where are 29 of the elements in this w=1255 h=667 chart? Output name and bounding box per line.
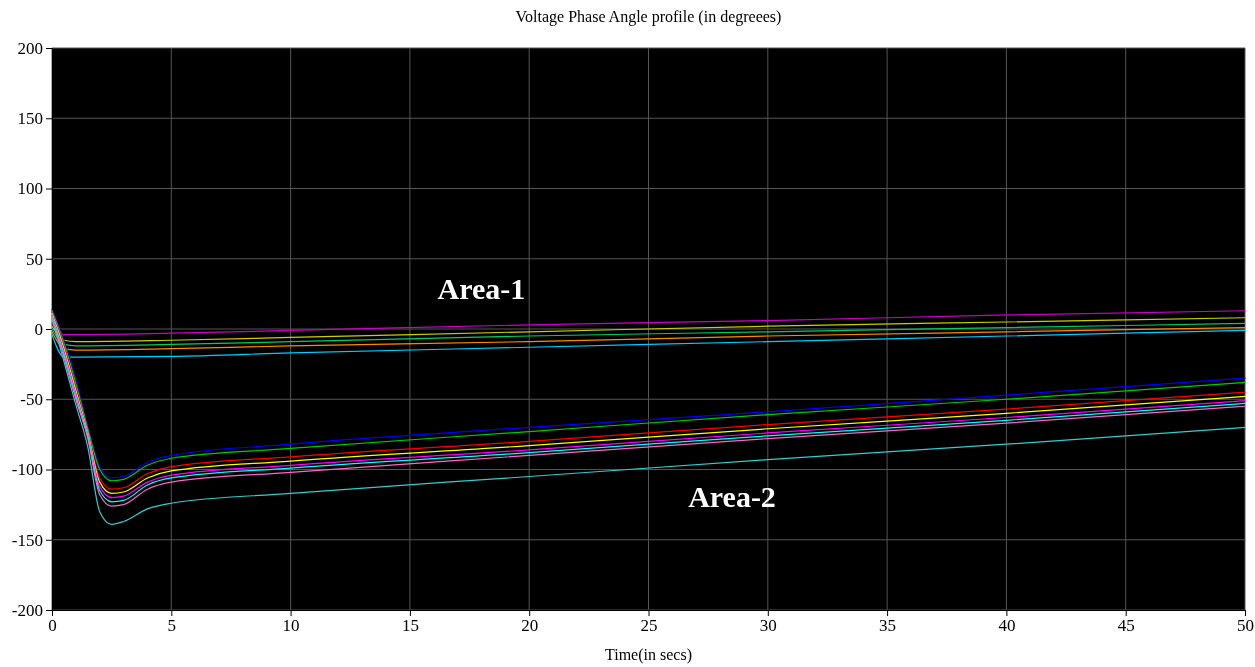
chart-title: Voltage Phase Angle profile (in degreees) bbox=[515, 8, 782, 26]
line-series bbox=[51, 310, 1246, 336]
x-tick-label: 40 bbox=[998, 616, 1016, 636]
annotation: Area-1 bbox=[437, 272, 526, 306]
x-tick-label: 10 bbox=[282, 616, 300, 636]
line-series bbox=[51, 327, 1246, 351]
y-tick-label: -200 bbox=[11, 600, 43, 620]
x-axis-title: Time(in secs) bbox=[605, 646, 692, 664]
x-tick-label: 20 bbox=[521, 616, 539, 636]
y-tick-label: 200 bbox=[17, 38, 43, 58]
y-tick-label: -100 bbox=[11, 460, 43, 480]
x-tick-label: 0 bbox=[48, 616, 57, 636]
x-tick-label: 50 bbox=[1237, 616, 1254, 636]
x-tick-label: 35 bbox=[879, 616, 897, 636]
y-tick-label: 0 bbox=[34, 319, 43, 339]
y-tick-label: -50 bbox=[20, 390, 43, 410]
line-series bbox=[51, 317, 1246, 343]
y-tick-label: 50 bbox=[26, 249, 43, 269]
line-series bbox=[51, 322, 1246, 347]
x-tick-label: 45 bbox=[1117, 616, 1135, 636]
annotation: Area-2 bbox=[688, 480, 776, 514]
y-tick-label: -150 bbox=[11, 530, 43, 550]
x-tick-label: 30 bbox=[759, 616, 777, 636]
x-tick-label: 5 bbox=[167, 616, 177, 636]
y-tick-label: 100 bbox=[17, 179, 43, 199]
line-series bbox=[51, 329, 1246, 358]
y-tick-label: 150 bbox=[17, 109, 43, 129]
x-tick-label: 15 bbox=[401, 616, 419, 636]
x-tick-label: 25 bbox=[640, 616, 658, 636]
